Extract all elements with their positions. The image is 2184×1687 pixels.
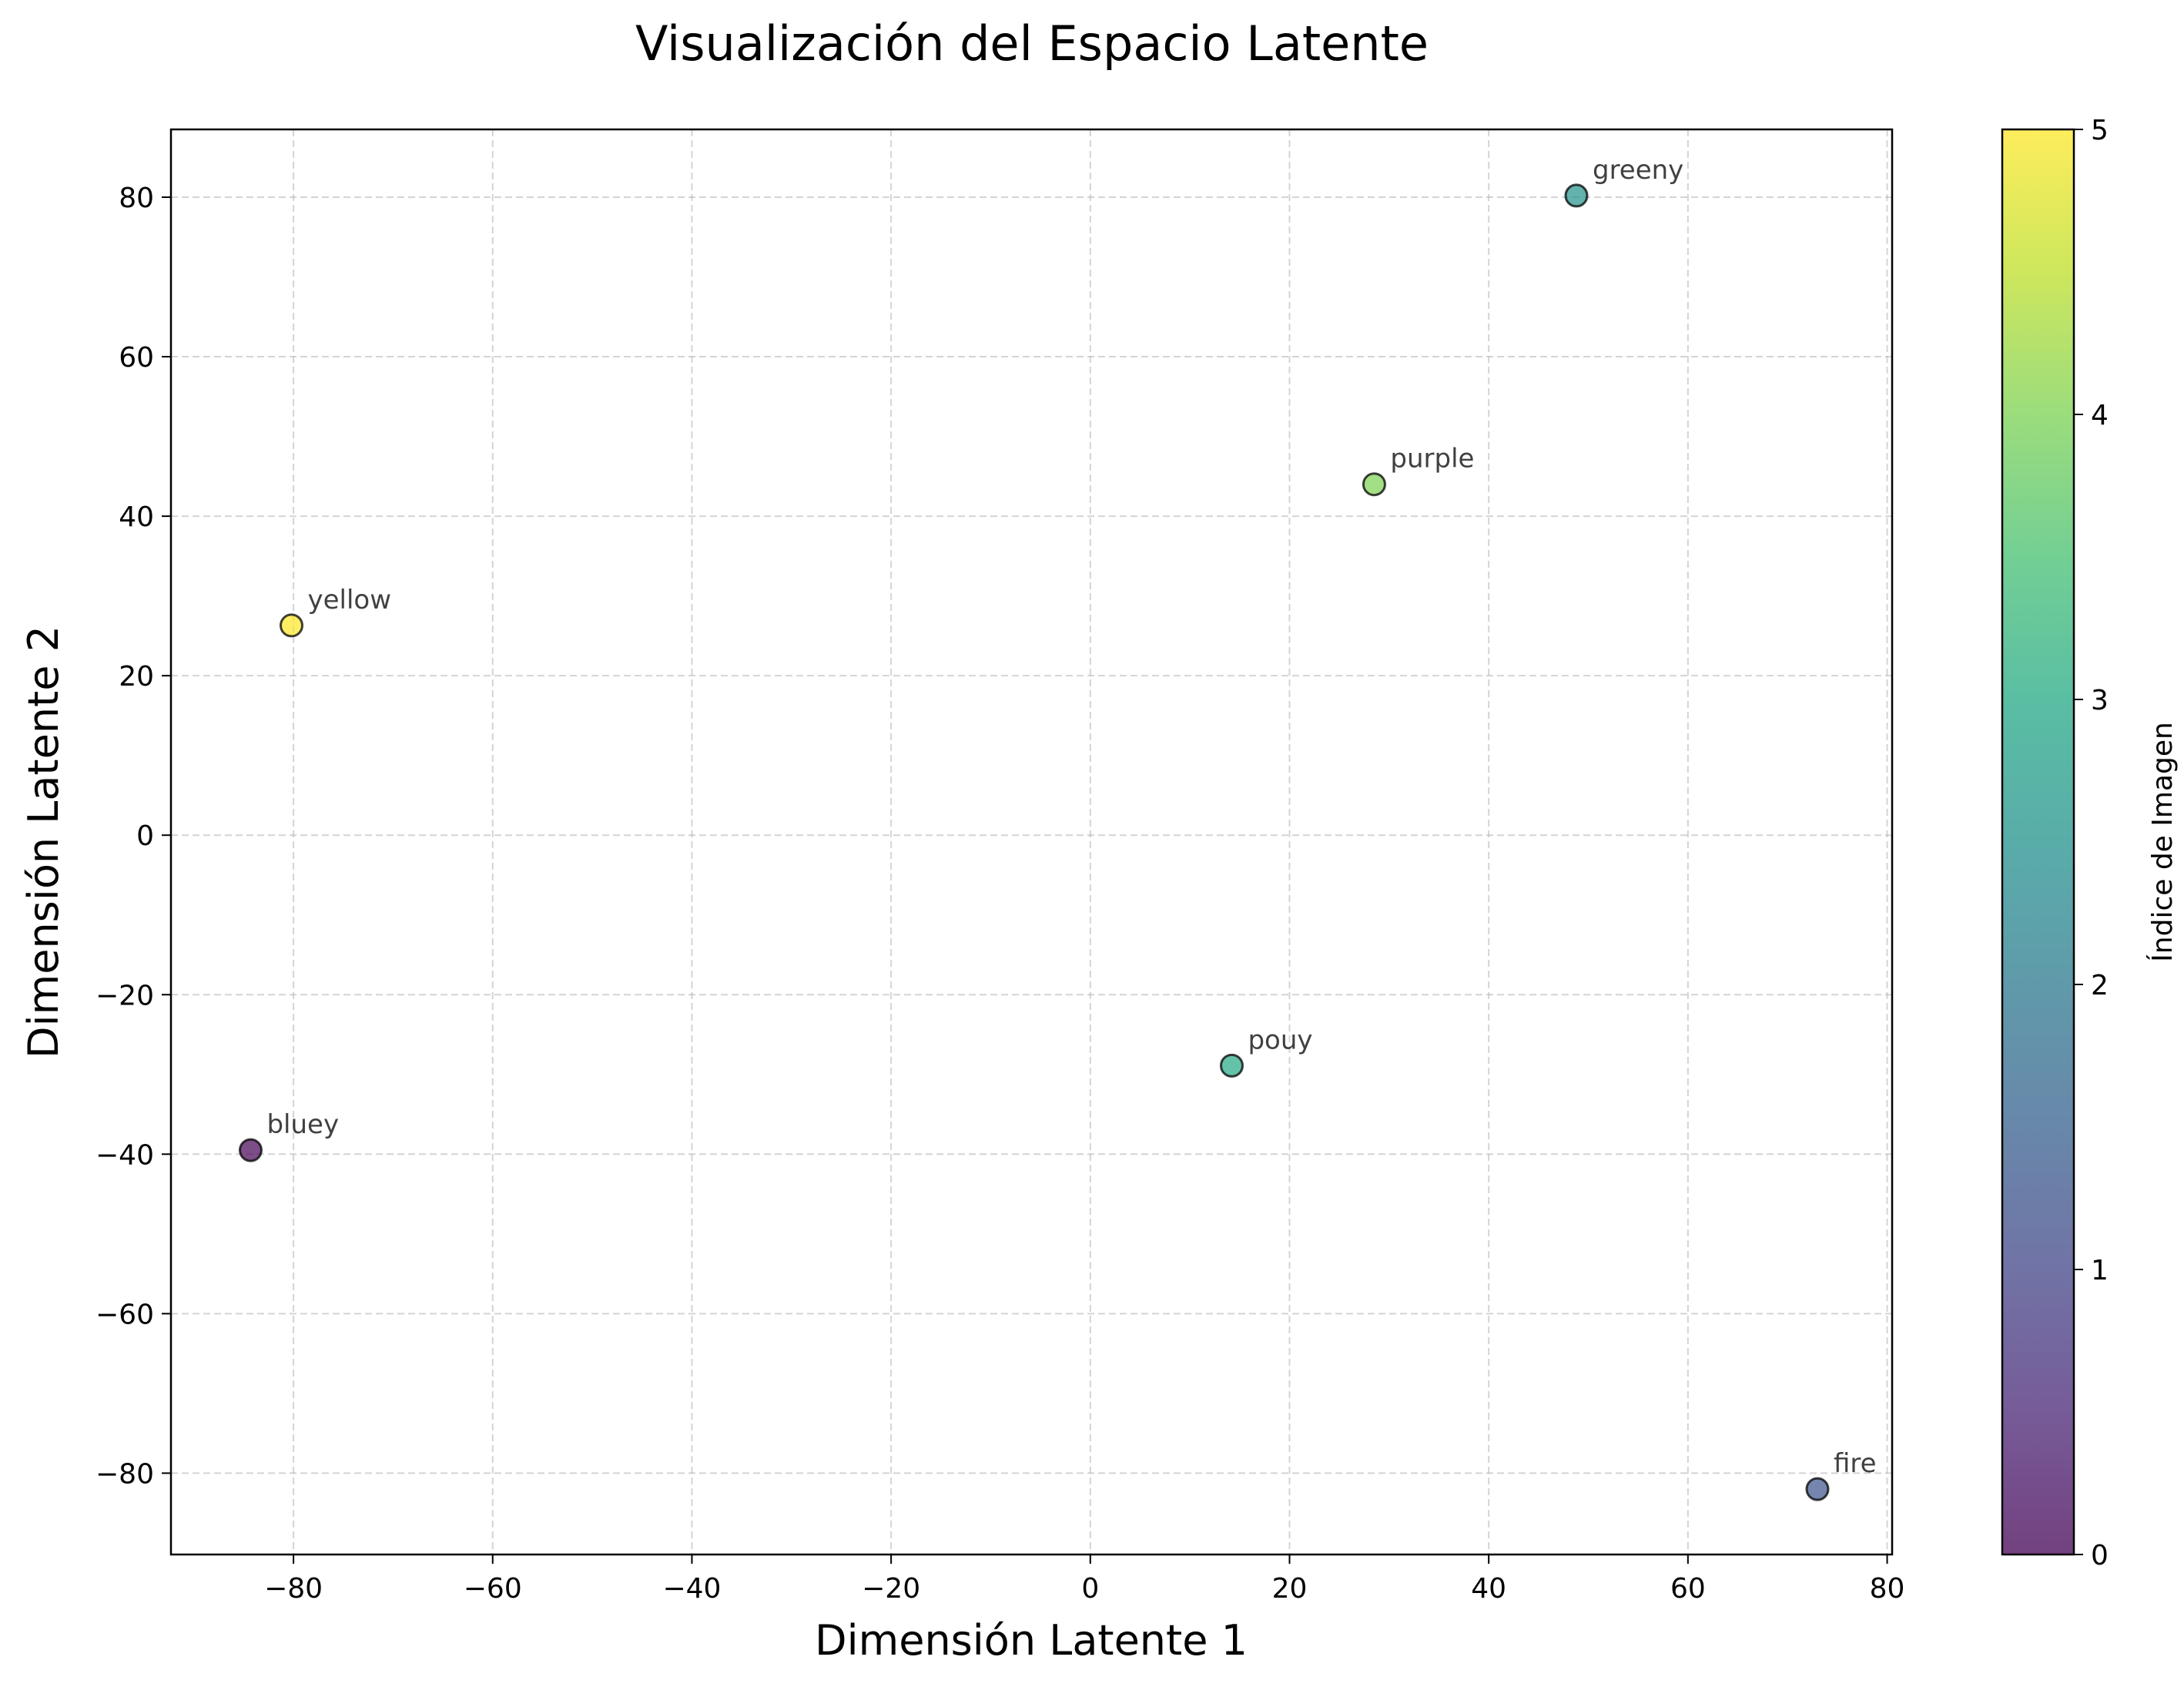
colorbar-tick-label: 0: [2091, 1540, 2109, 1571]
x-tick-label: −60: [464, 1573, 522, 1605]
y-tick-label: 40: [119, 501, 154, 533]
y-tick-label: −40: [95, 1139, 154, 1171]
y-tick-label: 60: [119, 342, 154, 374]
point-label-bluey: bluey: [266, 1109, 339, 1140]
x-axis-label: Dimensión Latente 1: [815, 1616, 1248, 1665]
colorbar-tick-label: 5: [2091, 115, 2109, 146]
colorbar-tick-label: 4: [2091, 400, 2109, 431]
y-tick-label: −60: [95, 1299, 154, 1330]
colorbar-tick-label: 3: [2091, 685, 2109, 716]
x-tick-label: −40: [662, 1573, 721, 1605]
x-tick-label: 20: [1272, 1573, 1308, 1605]
y-tick-label: −80: [95, 1458, 154, 1490]
scatter-point-pouy: [1219, 1053, 1244, 1078]
point-label-fire: fire: [1834, 1448, 1877, 1479]
x-tick-label: −20: [862, 1573, 920, 1605]
y-tick-label: 80: [119, 183, 154, 214]
data-points: bluey fire greeny pouy purple yellow: [238, 155, 1877, 1501]
colorbar-label: Índice de Imagen: [2146, 722, 2179, 962]
plot-frame: [169, 128, 1894, 1556]
y-tick-label: −20: [95, 980, 154, 1011]
y-tick-label: 0: [136, 820, 154, 852]
scatter-point-yellow: [280, 613, 304, 638]
colorbar-tick-label: 2: [2091, 970, 2109, 1001]
point-label-greeny: greeny: [1593, 155, 1683, 186]
point-label-yellow: yellow: [308, 585, 392, 615]
colorbar-ticks: 0 1 2 3 4 5: [2074, 115, 2109, 1571]
chart-title: Visualización del Espacio Latente: [635, 15, 1429, 72]
scatter-point-purple: [1362, 472, 1386, 497]
grid-lines: [171, 129, 1892, 1555]
point-label-purple: purple: [1390, 444, 1474, 475]
point-label-pouy: pouy: [1248, 1025, 1312, 1055]
x-tick-label: 40: [1471, 1573, 1506, 1605]
scatter-point-bluey: [238, 1138, 263, 1162]
x-tick-label: 0: [1081, 1573, 1099, 1605]
scatter-point-greeny: [1564, 183, 1589, 208]
x-tick-label: 60: [1670, 1573, 1706, 1605]
x-tick-label: −80: [264, 1573, 323, 1605]
colorbar: [2001, 128, 2075, 1556]
y-tick-label: 20: [119, 661, 154, 693]
axis-ticks: −80 −60 −40 −20 0 20 40 60 80 −80 −60 −40 −20 0 20 40 60…: [95, 183, 1904, 1605]
scatter-point-fire: [1805, 1477, 1830, 1501]
x-tick-label: 80: [1870, 1573, 1905, 1605]
y-axis-label: Dimensión Latente 2: [19, 625, 68, 1058]
colorbar-tick-label: 1: [2091, 1255, 2109, 1286]
